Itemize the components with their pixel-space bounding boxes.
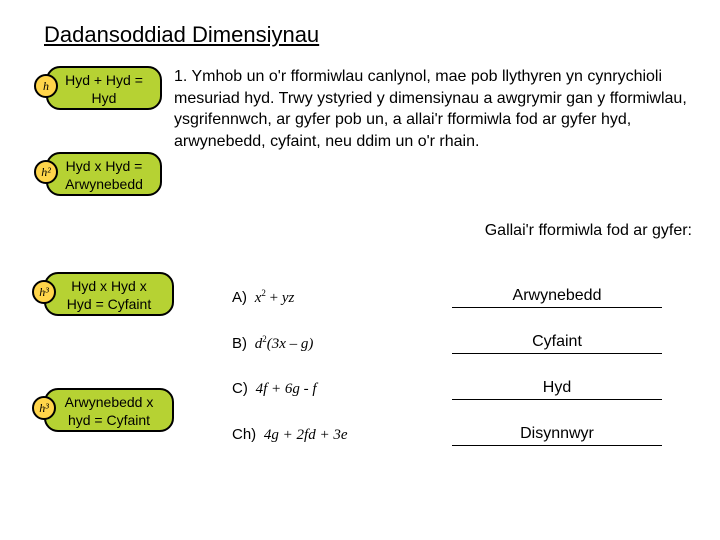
formula-ch: Ch) 4g + 2fd + 3e — [232, 426, 452, 444]
bubble-h3a: h³ Hyd x Hyd x Hyd = Cyfaint — [44, 272, 174, 316]
answer-ch: Disynnwyr — [452, 425, 662, 446]
page-title: Dadansoddiad Dimensiynau — [44, 22, 319, 48]
badge-h2: h² — [34, 160, 58, 184]
bubble-h: h Hyd + Hyd = Hyd — [46, 66, 162, 110]
answer-grid: A) x2 + yz Arwynebedd B) d2(3x – g) Cyfa… — [232, 274, 692, 458]
bubble-h3b-line2: hyd = Cyfaint — [52, 412, 166, 430]
row-c: C) 4f + 6g - f Hyd — [232, 366, 692, 412]
answer-c: Hyd — [452, 379, 662, 400]
bubble-h2: h² Hyd x Hyd = Arwynebedd — [46, 152, 162, 196]
badge-h3b: h³ — [32, 396, 56, 420]
bubble-h-line1: Hyd + Hyd = — [54, 72, 154, 90]
bubble-h2-line1: Hyd x Hyd = — [54, 158, 154, 176]
bubble-h2-line2: Arwynebedd — [54, 176, 154, 194]
badge-h3a: h³ — [32, 280, 56, 304]
subheading: Gallai'r fformiwla fod ar gyfer: — [485, 222, 692, 240]
badge-h: h — [34, 74, 58, 98]
formula-a: A) x2 + yz — [232, 288, 452, 307]
bubble-h3b: h³ Arwynebedd x hyd = Cyfaint — [44, 388, 174, 432]
row-b: B) d2(3x – g) Cyfaint — [232, 320, 692, 366]
bubble-h3b-line1: Arwynebedd x — [52, 394, 166, 412]
bubble-h3a-line1: Hyd x Hyd x — [52, 278, 166, 296]
bubble-h-line2: Hyd — [54, 90, 154, 108]
answer-a: Arwynebedd — [452, 287, 662, 308]
row-ch: Ch) 4g + 2fd + 3e Disynnwyr — [232, 412, 692, 458]
bubble-h3a-line2: Hyd = Cyfaint — [52, 296, 166, 314]
row-a: A) x2 + yz Arwynebedd — [232, 274, 692, 320]
formula-b: B) d2(3x – g) — [232, 334, 452, 353]
question-text: 1. Ymhob un o'r fformiwlau canlynol, mae… — [174, 66, 698, 152]
answer-b: Cyfaint — [452, 333, 662, 354]
formula-c: C) 4f + 6g - f — [232, 380, 452, 398]
